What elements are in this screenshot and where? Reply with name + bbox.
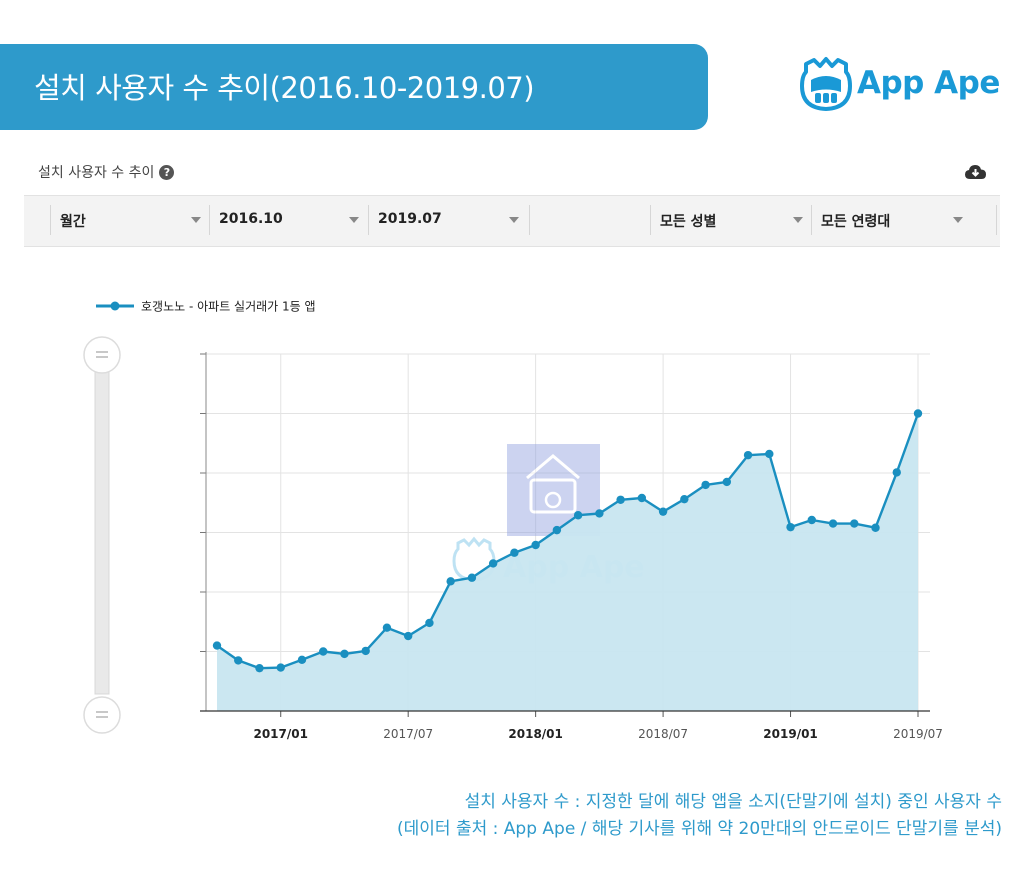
x-tick-label: 2017/01 (253, 727, 307, 741)
chevron-down-icon (953, 217, 963, 223)
data-point[interactable] (510, 548, 519, 557)
title-banner: 설치 사용자 수 추이(2016.10-2019.07) (0, 44, 708, 130)
x-axis-labels: 2017/01 2017/07 2018/01 2018/07 2019/01 2019/… (253, 711, 943, 741)
panel-title: 설치 사용자 수 추이 (38, 165, 155, 181)
chevron-down-icon (349, 217, 359, 223)
page-title: 설치 사용자 수 추이(2016.10-2019.07) (34, 71, 535, 105)
legend-label: 호갱노노 - 아파트 실거래가 1등 앱 (141, 300, 316, 314)
house-circle-icon (544, 491, 562, 509)
data-point[interactable] (340, 649, 349, 659)
data-point[interactable] (531, 540, 540, 550)
end-month-value: 2019.07 (378, 211, 442, 227)
slider-handle-bottom[interactable] (83, 696, 121, 734)
data-point[interactable] (467, 573, 477, 582)
age-select[interactable]: 모든 연령대 (811, 205, 972, 235)
footnote-line-1: 설치 사용자 수 : 지정한 달에 해당 앱을 소지(단말기에 설치) 중인 사… (464, 792, 1002, 812)
data-point[interactable] (319, 647, 328, 656)
data-point[interactable] (616, 495, 625, 504)
data-point[interactable] (276, 663, 285, 672)
data-point[interactable] (255, 663, 264, 673)
age-value: 모든 연령대 (821, 214, 891, 230)
house-icon (526, 454, 580, 480)
data-point[interactable] (446, 577, 455, 586)
data-point[interactable] (403, 631, 413, 641)
data-point[interactable] (595, 509, 604, 518)
data-point[interactable] (850, 519, 859, 528)
data-point[interactable] (361, 646, 370, 656)
data-point[interactable] (913, 409, 923, 418)
chevron-down-icon (191, 217, 201, 223)
watermark (507, 444, 600, 536)
period-select[interactable]: 월간 (50, 205, 209, 235)
x-tick-label: 2018/01 (508, 727, 562, 741)
data-point[interactable] (892, 468, 901, 477)
x-tick-label: 2018/07 (638, 727, 688, 741)
footnote: 설치 사용자 수 : 지정한 달에 해당 앱을 소지(단말기에 설치) 중인 사… (397, 789, 1002, 843)
line-chart: 호갱노노 - 아파트 실거래가 1등 앱 App Ape 2017/012017… (83, 300, 943, 741)
chevron-down-icon (793, 217, 803, 223)
data-point[interactable] (658, 507, 668, 516)
data-point[interactable] (552, 525, 562, 535)
start-month-value: 2016.10 (219, 211, 283, 227)
legend-marker (110, 301, 120, 311)
filter-spacer (529, 205, 650, 235)
series-points (212, 409, 923, 673)
data-point[interactable] (680, 494, 689, 504)
period-value: 월간 (60, 214, 86, 230)
cloud-download-icon[interactable] (965, 164, 987, 182)
axes (200, 352, 930, 712)
legend[interactable]: 호갱노노 - 아파트 실거래가 1등 앱 (96, 300, 316, 314)
data-point[interactable] (871, 523, 880, 532)
data-point[interactable] (637, 493, 647, 503)
series-area (217, 413, 918, 711)
app-ape-monkey-icon (800, 57, 852, 111)
app-ape-logo: App Ape (800, 56, 1000, 112)
gender-select[interactable]: 모든 성별 (650, 205, 811, 235)
data-point[interactable] (382, 623, 392, 632)
filter-bar: 월간 2016.10 2019.07 모든 성별 모든 연령대 (24, 195, 1000, 247)
data-point[interactable] (828, 519, 838, 528)
data-point[interactable] (765, 449, 774, 459)
chevron-down-icon (509, 217, 519, 223)
zoom-slider[interactable] (83, 336, 121, 734)
gender-value: 모든 성별 (660, 214, 717, 230)
data-point[interactable] (297, 655, 307, 665)
filter-divider (996, 205, 997, 235)
data-point[interactable] (573, 511, 583, 520)
footnote-line-2: (데이터 출처 : App Ape / 해당 기사를 위해 약 20만대의 안드… (397, 819, 1002, 839)
end-month-select[interactable]: 2019.07 (368, 205, 529, 235)
logo-wordmark: App Ape (857, 65, 1000, 101)
series-line (216, 413, 920, 670)
data-point[interactable] (786, 522, 795, 532)
data-point[interactable] (212, 641, 222, 650)
data-point[interactable] (701, 480, 710, 490)
start-month-select[interactable]: 2016.10 (209, 205, 368, 235)
data-point[interactable] (234, 656, 243, 665)
slider-handle-bottom-circle[interactable] (83, 696, 121, 734)
slider-handle-top-circle[interactable] (83, 336, 121, 374)
x-tick-label: 2017/07 (383, 727, 433, 741)
data-point[interactable] (722, 477, 732, 487)
data-point[interactable] (488, 559, 498, 568)
question-circle-icon[interactable]: ? (159, 165, 175, 180)
house-body-icon (529, 478, 577, 514)
slider-track[interactable] (94, 355, 110, 695)
data-point[interactable] (807, 515, 816, 525)
x-tick-label: 2019/01 (763, 727, 817, 741)
data-point[interactable] (425, 618, 434, 628)
panel-title-row: 설치 사용자 수 추이? (38, 162, 175, 182)
x-tick-label: 2019/07 (893, 727, 943, 741)
slider-handle-top[interactable] (83, 336, 121, 374)
data-point[interactable] (743, 450, 753, 460)
